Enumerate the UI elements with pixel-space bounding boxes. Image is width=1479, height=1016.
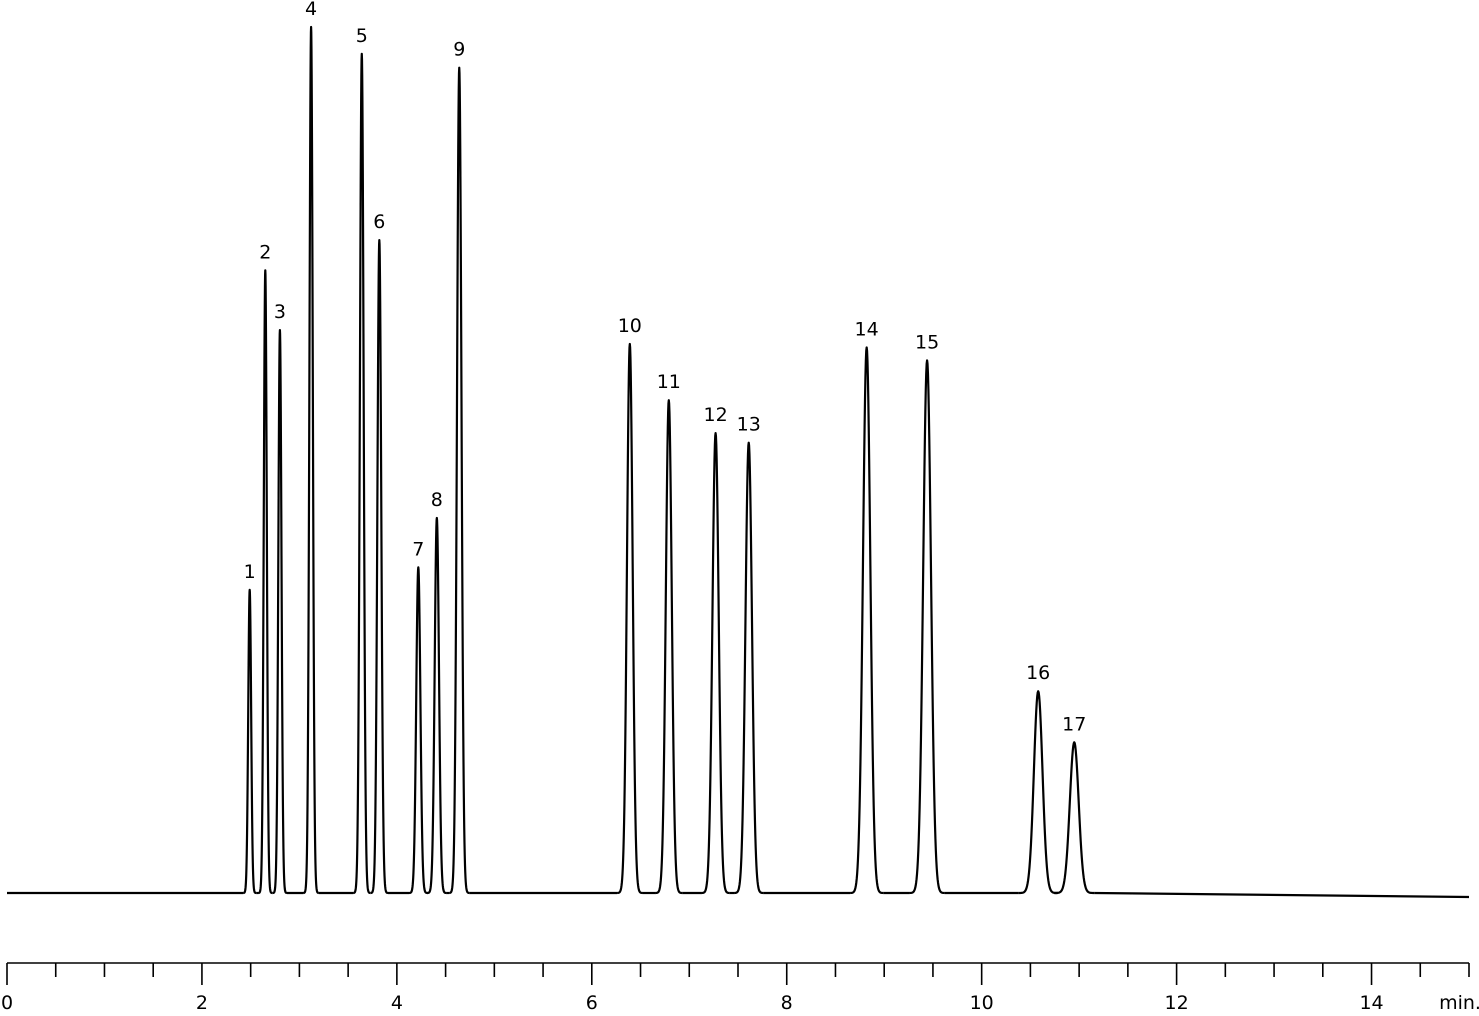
peak — [654, 399, 683, 895]
peak — [426, 516, 448, 895]
x-tick-label: 8 — [781, 992, 793, 1014]
peak — [448, 66, 471, 895]
peak — [1053, 741, 1095, 895]
peak-label: 8 — [431, 489, 443, 511]
peak — [408, 566, 429, 895]
baseline — [1094, 891, 1470, 899]
peak — [242, 588, 258, 895]
peak-label: 14 — [855, 318, 879, 340]
peak — [908, 359, 946, 895]
peak-label: 10 — [618, 315, 642, 337]
peak-label: 17 — [1062, 713, 1086, 735]
peak-label: 4 — [305, 0, 317, 20]
peak-label: 2 — [259, 241, 271, 263]
peak — [352, 52, 372, 895]
peak — [1018, 690, 1059, 895]
peak — [616, 342, 644, 895]
x-tick-label: 10 — [970, 992, 994, 1014]
peak-label: 3 — [274, 301, 286, 323]
peak-label: 7 — [412, 538, 424, 560]
peak-label: 12 — [703, 404, 727, 426]
peak-label: 6 — [373, 211, 385, 233]
peak — [700, 432, 731, 895]
x-tick-label: 2 — [196, 992, 208, 1014]
x-tick-label: 12 — [1165, 992, 1189, 1014]
peak-label: 9 — [453, 39, 465, 61]
peak-label: 1 — [244, 561, 256, 583]
x-tick-label: 0 — [1, 992, 13, 1014]
peak — [733, 441, 765, 895]
peak-label: 11 — [657, 371, 681, 393]
x-axis-label: min. — [1439, 992, 1479, 1014]
peak — [302, 25, 320, 895]
x-tick-label: 4 — [391, 992, 403, 1014]
x-tick-label: 6 — [586, 992, 598, 1014]
peak-label: 13 — [737, 414, 761, 436]
x-tick-label: 14 — [1359, 992, 1383, 1014]
peak-label: 15 — [915, 331, 939, 353]
peak-label: 16 — [1026, 662, 1050, 684]
peak-label: 5 — [356, 25, 368, 47]
peak — [369, 238, 389, 895]
peak — [849, 346, 884, 895]
peak — [271, 329, 288, 895]
peak — [257, 269, 274, 895]
